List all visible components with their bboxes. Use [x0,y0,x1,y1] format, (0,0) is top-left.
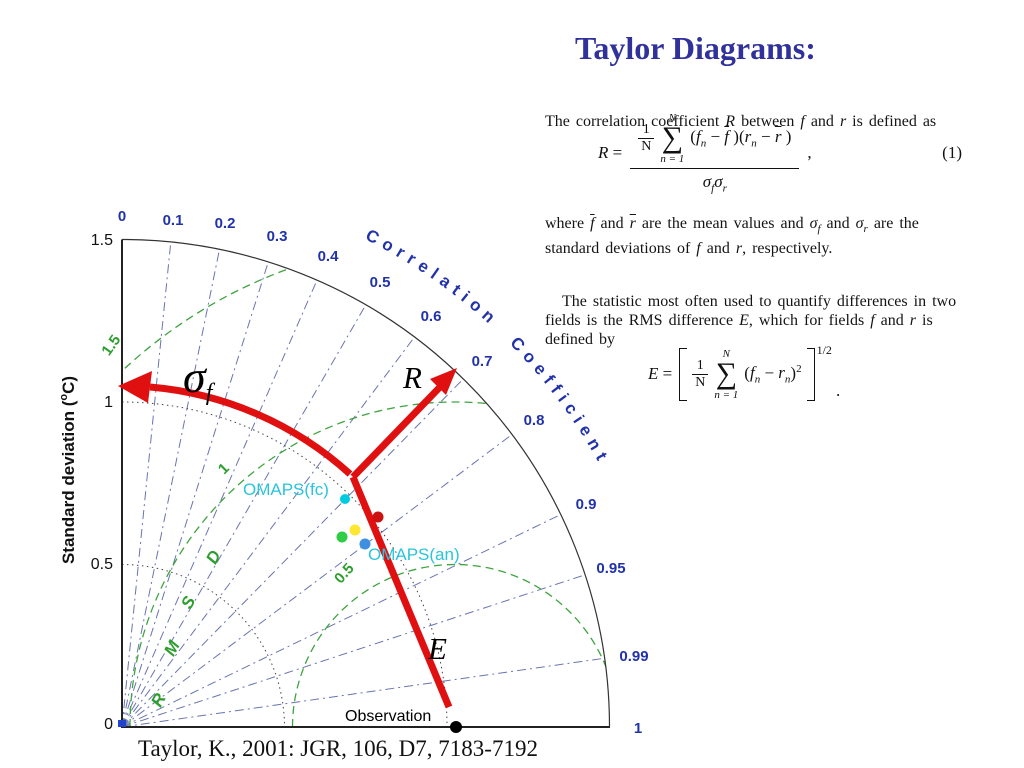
sigma-sum-icon: ∑ [661,121,684,155]
cor-tick-0.5: 0.5 [370,274,391,291]
r-direction-arrow [350,384,443,480]
gridline-0.5 [121,304,367,728]
observation-label: Observation [345,708,431,725]
gridline-0.3 [121,261,269,728]
point-omaps-an [359,538,371,550]
rmsd-letter-d: D [202,547,225,567]
r-arrowhead-icon [430,368,457,395]
std-tick-1.5: 1.5 [91,232,113,249]
red-annotations [118,368,457,709]
cor-tick-0: 0 [118,208,126,225]
stddev-dotted-arcs [121,401,448,728]
cor-tick-0.3: 0.3 [267,228,288,245]
gridline-0.99 [121,657,605,728]
rmsd-letter-s: S [177,592,199,612]
eq1-one-over-n: 1 N [638,122,655,155]
omaps-an-label: OMAPS(an) [368,545,460,564]
std-tick-0.5: 0.5 [91,556,113,573]
y-axis-label: Standard deviation (oC) [58,376,78,564]
rmsd-arc-0.5 [291,563,610,727]
eq1-lhs: R = [598,143,623,163]
cor-tick-0.7: 0.7 [472,353,493,370]
left-bracket [679,348,688,401]
cor-tick-0.1: 0.1 [163,212,184,229]
eq1-fraction: 1 N N ∑ n = 1 (fn − f )(rn − r ) σfσr [630,112,800,195]
point-omaps-fc [340,494,350,504]
stddev-tick-labels: 0 0.5 1 1.5 [91,232,113,733]
stddev-arc-1.0 [121,401,448,728]
cor-tick-0.2: 0.2 [215,215,236,232]
eq1-denominator: σfσr [702,171,727,195]
rmsd-label-0.5: 0.5 [331,560,358,587]
gridline-0.8 [121,434,513,728]
cor-tick-0.6: 0.6 [421,308,442,325]
cor-tick-0.99: 0.99 [619,648,648,665]
gridline-0.9 [121,514,562,728]
paragraph-rms-intro: The statistic most often used to quantif… [545,293,957,348]
eq2-period: . [835,380,841,400]
gridline-0.4 [121,280,318,728]
gridline-0.95 [121,574,586,728]
eq2-one-over-n: 1 N [692,358,709,391]
point-green [336,531,348,543]
gridline-0.1 [121,241,172,728]
std-tick-0: 0 [104,716,113,733]
omaps-fc-label: OMAPS(fc) [243,480,329,499]
origin-marker [118,720,126,727]
eq2-exponent: 1/2 [816,343,832,357]
rmsd-contours [122,239,610,727]
cor-tick-0.95: 0.95 [596,560,625,577]
cor-tick-0.4: 0.4 [318,248,340,265]
axes [121,239,610,728]
stddev-arc-0.5 [121,564,285,728]
rmsd-label-1.5: 1.5 [98,332,124,359]
eq1-comma: , [807,143,812,163]
r-label: R [402,360,422,395]
cor-tick-0.8: 0.8 [524,412,545,429]
sigma-f-label: σf [183,351,216,406]
point-observation [450,721,462,733]
sigma-sum-icon: ∑ [715,357,738,391]
right-bracket [806,348,815,401]
cor-tick-0.9: 0.9 [576,496,597,513]
eq1-number: (1) [942,143,962,163]
rmsd-letter-r: R [147,690,170,710]
sigma-f-sweep-arrow [149,383,353,477]
page-title: Taylor Diagrams: [575,30,816,66]
citation: Taylor, K., 2001: JGR, 106, D7, 7183-719… [138,736,538,761]
gridline-0.6 [121,336,415,728]
e-distance-line [349,475,453,709]
data-points [118,494,462,733]
eq1-summation: N ∑ n = 1 [660,112,685,165]
sigma-f-arrowhead-icon [118,371,152,403]
correlation-tick-labels: 0 0.1 0.2 0.3 0.4 0.5 0.6 0.7 0.8 0.9 0.… [118,208,649,737]
point-yellow [349,524,361,536]
equation-correlation: R = 1 N N ∑ n = 1 (fn − f )(rn − r ) σfσ… [598,112,962,194]
cor-tick-1: 1 [634,720,642,737]
rmsd-arc-1.0 [129,401,610,727]
equation-rms: E = 1 N N ∑ n = 1 (fn − rn)2 1/2 . [648,343,841,401]
correlation-gridlines [121,241,605,728]
eq2-summation: N ∑ n = 1 [714,348,739,401]
std-tick-1: 1 [104,394,113,411]
e-label: E [427,631,447,666]
point-red [372,511,384,523]
paragraph-correlation-intro: The correlation coefficient R between f … [545,113,937,130]
gridline-0.2 [121,249,220,728]
gridline-0.7 [121,378,464,728]
outer-arc [121,238,611,728]
eq1-numerator: (fn − f )(rn − r ) [690,127,792,150]
eq2-body: (fn − rn)2 [744,362,802,386]
paragraph-where: where f and r are the mean values and σf… [545,215,919,258]
rmsd-label-1: 1 [215,460,233,478]
eq2-lhs: E = [648,364,673,384]
